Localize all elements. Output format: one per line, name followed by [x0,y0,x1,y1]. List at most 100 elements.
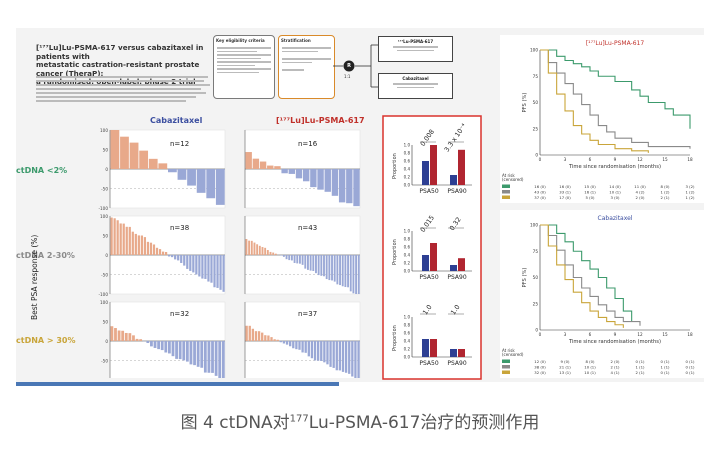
waterfall-bar [158,249,162,255]
n-lu-low: n=16 [298,140,318,148]
x-tick-label: 0 [539,157,542,162]
waterfall-bar [261,247,264,255]
waterfall-panel [244,301,361,378]
waterfall-tick-label: 0 [105,253,108,258]
waterfall-bar [290,255,293,261]
category-label-psa90: PSA90 [447,188,466,195]
tick-label: 0.0 [404,183,411,188]
waterfall-bar [257,331,261,341]
waterfall-bar [122,223,125,255]
km-title: [¹⁷⁷Lu]Lu-PSMA-617 [586,40,645,47]
waterfall-bar [295,341,298,350]
y-tick-label: 25 [533,301,539,306]
waterfall-bar [315,255,317,274]
km-title: Cabazitaxel [598,215,633,222]
n-lu-high: n=37 [298,310,318,318]
waterfall-tick-label: 50 [103,234,109,239]
at-risk-value: 3 (2) [685,184,695,189]
waterfall-bar [137,235,140,255]
waterfall-bar [218,341,222,378]
caption-superscript: 177 [289,413,309,425]
waterfall-bar [146,341,150,344]
waterfall-bar [313,341,317,361]
tick-label: 0.6 [404,159,411,164]
waterfall-bar [264,247,267,255]
at-risk-value: 21 (1) [559,365,571,370]
waterfall-bar [121,330,125,341]
bar-red [458,149,465,185]
waterfall-bar [355,255,358,294]
waterfall-bar [307,341,310,357]
waterfall-bar [354,341,357,378]
waterfall-bar [113,218,116,255]
waterfall-bar [193,341,196,366]
waterfall-bar [187,169,196,186]
tick-label: 0.8 [404,151,411,156]
bar-red [430,145,437,185]
x-tick-label: 9 [614,157,617,162]
waterfall-tick-label: 100 [100,214,108,219]
waterfall-bar [309,255,312,271]
waterfall-bar [210,255,213,283]
waterfall-bar [206,169,216,199]
waterfall-bar [139,150,149,169]
waterfall-bar [182,341,186,361]
at-risk-value: 0 (1) [685,359,695,364]
waterfall-bar [110,130,120,169]
waterfall-bar [216,255,219,288]
at-risk-value: 1 (2) [685,195,695,200]
y-tick-label: 0 [535,153,538,158]
waterfall-bar [341,341,345,372]
waterfall-bar [281,169,288,174]
title-line-1: [¹⁷⁷Lu]Lu-PSMA-617 versus cabazitaxel in… [36,43,204,61]
at-risk-swatch [502,195,510,199]
waterfall-bar [250,240,253,255]
at-risk-value: 0 (1) [635,359,645,364]
at-risk-value: 16 (0) [559,184,571,189]
waterfall-bar [282,341,286,344]
at-risk-value: 16 (0) [534,184,546,189]
waterfall-bar [357,255,360,294]
bar-blue [422,255,429,271]
waterfall-bar [252,158,260,169]
waterfall-tick-label: -50 [101,273,108,278]
waterfall-bar [131,231,134,255]
waterfall-bar [204,255,207,279]
x-tick-label: 6 [589,157,592,162]
waterfall-bar [149,242,153,255]
at-risk-value: 37 (0) [534,195,546,200]
waterfall-bar [336,255,339,285]
km-chart: [¹⁷⁷Lu]Lu-PSMA-617 0 25 50 75 100 0 3 6 9 12 15 18 Ti… [500,35,704,203]
at-risk-value: 32 (0) [534,370,546,375]
at-risk-value: 10 (1) [584,370,596,375]
waterfall-bar [124,332,128,341]
at-risk-value: 2 (0) [610,359,620,364]
waterfall-bar [120,136,129,169]
y-axis-label: Proportion [392,325,398,351]
waterfall-bar [344,341,348,373]
waterfall-bar [221,341,225,378]
at-risk-value: 2 (1) [660,195,670,200]
bar-blue [422,339,429,357]
at-risk-value: 17 (0) [559,195,571,200]
x-tick-label: 15 [662,157,668,162]
at-risk-value: 9 (0) [560,359,570,364]
at-risk-swatch [502,370,510,374]
eligibility-title: Key eligibility criteria [216,38,265,43]
x-tick-label: 0 [539,332,542,337]
waterfall-bar [310,169,317,188]
km-panels: [¹⁷⁷Lu]Lu-PSMA-617 0 25 50 75 100 0 3 6 9 12 15 18 Ti… [500,35,704,378]
waterfall-bar [323,255,325,277]
tick-label: 0.4 [404,339,411,344]
at-risk-value: 1 (2) [685,190,695,195]
at-risk-value: 14 (0) [609,184,621,189]
randomisation-connector [333,44,378,88]
waterfall-bar [276,339,279,341]
waterfall-bar [274,166,281,169]
y-axis-label: Proportion [392,239,398,265]
waterfall-bar [180,255,183,263]
waterfall-bar [207,341,211,373]
waterfall-tick-label: -50 [101,187,108,192]
